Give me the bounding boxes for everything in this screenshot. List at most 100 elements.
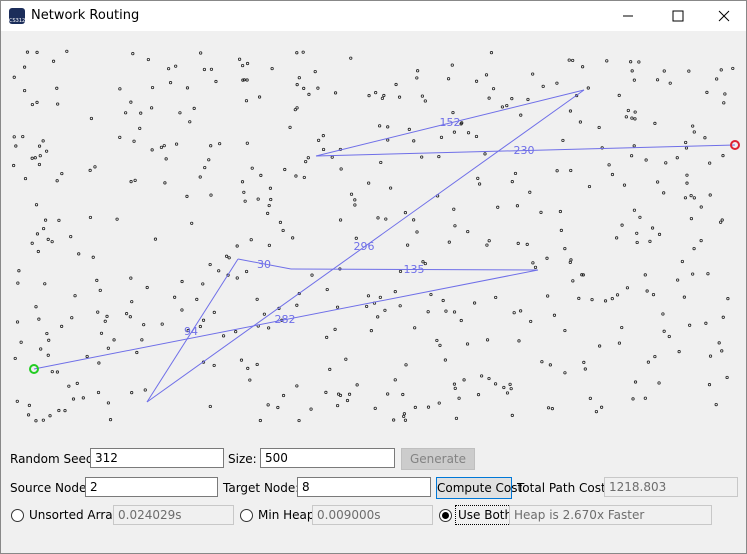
node	[70, 316, 74, 320]
node	[689, 193, 693, 198]
node	[722, 101, 726, 105]
node	[330, 155, 334, 159]
node	[394, 82, 398, 87]
node	[487, 239, 491, 243]
graph-canvas: 282 135 30 94 296 152 230	[12, 49, 740, 423]
node	[60, 171, 64, 176]
node	[398, 304, 402, 308]
node	[335, 403, 340, 408]
radio-label[interactable]: Unsorted Array	[29, 508, 120, 522]
label: Target Node:	[223, 481, 300, 495]
radio-label[interactable]: Use Both	[455, 505, 516, 525]
node	[525, 242, 529, 246]
node	[89, 116, 94, 121]
node	[515, 204, 520, 208]
node	[198, 324, 202, 329]
maximize-button[interactable]	[672, 10, 684, 22]
radio-button[interactable]	[11, 509, 24, 522]
node	[131, 52, 135, 56]
node	[626, 108, 630, 113]
node	[23, 176, 28, 181]
target-input[interactable]: 8	[297, 477, 431, 497]
node	[112, 338, 116, 342]
node	[403, 211, 408, 215]
node	[617, 93, 621, 97]
node	[47, 338, 51, 342]
node	[416, 69, 420, 73]
node	[513, 171, 518, 176]
node	[262, 312, 266, 316]
node	[404, 363, 408, 367]
edge-label: 94	[184, 325, 198, 338]
radio-label[interactable]: Min Heap	[258, 508, 315, 522]
node	[139, 111, 143, 115]
node	[664, 161, 668, 165]
node	[466, 229, 470, 234]
node	[235, 244, 239, 248]
node	[344, 357, 348, 361]
node	[221, 334, 226, 338]
node	[108, 418, 113, 422]
node	[485, 243, 489, 247]
node	[684, 140, 688, 145]
node	[239, 358, 244, 362]
node	[347, 392, 352, 396]
node	[365, 304, 369, 309]
node	[367, 94, 371, 98]
node	[333, 91, 338, 95]
close-button[interactable]	[718, 10, 730, 22]
node	[657, 381, 661, 385]
node	[37, 317, 41, 321]
node	[439, 135, 444, 139]
node	[249, 238, 253, 242]
node	[12, 135, 16, 139]
node	[255, 362, 259, 367]
seed-input[interactable]: 312	[90, 448, 224, 468]
node	[294, 174, 298, 178]
node	[662, 69, 666, 73]
source-input[interactable]: 2	[85, 477, 218, 497]
node	[667, 334, 671, 339]
node	[651, 292, 656, 297]
node	[180, 279, 184, 284]
node	[451, 110, 455, 115]
node	[217, 269, 221, 273]
node	[55, 179, 59, 183]
node	[662, 329, 666, 333]
compute-button[interactable]: Compute Cost	[436, 477, 522, 499]
node	[581, 65, 585, 69]
node	[483, 152, 487, 156]
node	[421, 260, 425, 264]
node	[629, 154, 634, 158]
node	[98, 288, 102, 292]
node	[185, 194, 189, 198]
node	[550, 407, 554, 411]
node	[115, 217, 119, 221]
radio-button[interactable]	[240, 509, 253, 522]
node	[569, 168, 573, 173]
node	[540, 360, 544, 364]
node	[406, 243, 410, 247]
node	[684, 146, 689, 150]
node	[30, 156, 34, 160]
node	[317, 138, 321, 142]
node	[118, 135, 122, 139]
node	[41, 139, 45, 143]
generate-button[interactable]: Generate	[401, 448, 475, 470]
node	[162, 144, 166, 148]
node	[502, 385, 506, 390]
size-input[interactable]: 500	[260, 448, 395, 468]
node	[454, 416, 459, 420]
node	[438, 343, 442, 347]
node	[258, 418, 262, 423]
node	[212, 310, 216, 314]
node	[719, 68, 723, 72]
radio-button-checked[interactable]	[439, 509, 452, 522]
node	[508, 382, 512, 386]
node	[586, 86, 590, 90]
node	[452, 130, 457, 134]
node	[345, 398, 350, 403]
node	[637, 60, 641, 64]
node	[708, 354, 713, 358]
node	[615, 293, 620, 297]
